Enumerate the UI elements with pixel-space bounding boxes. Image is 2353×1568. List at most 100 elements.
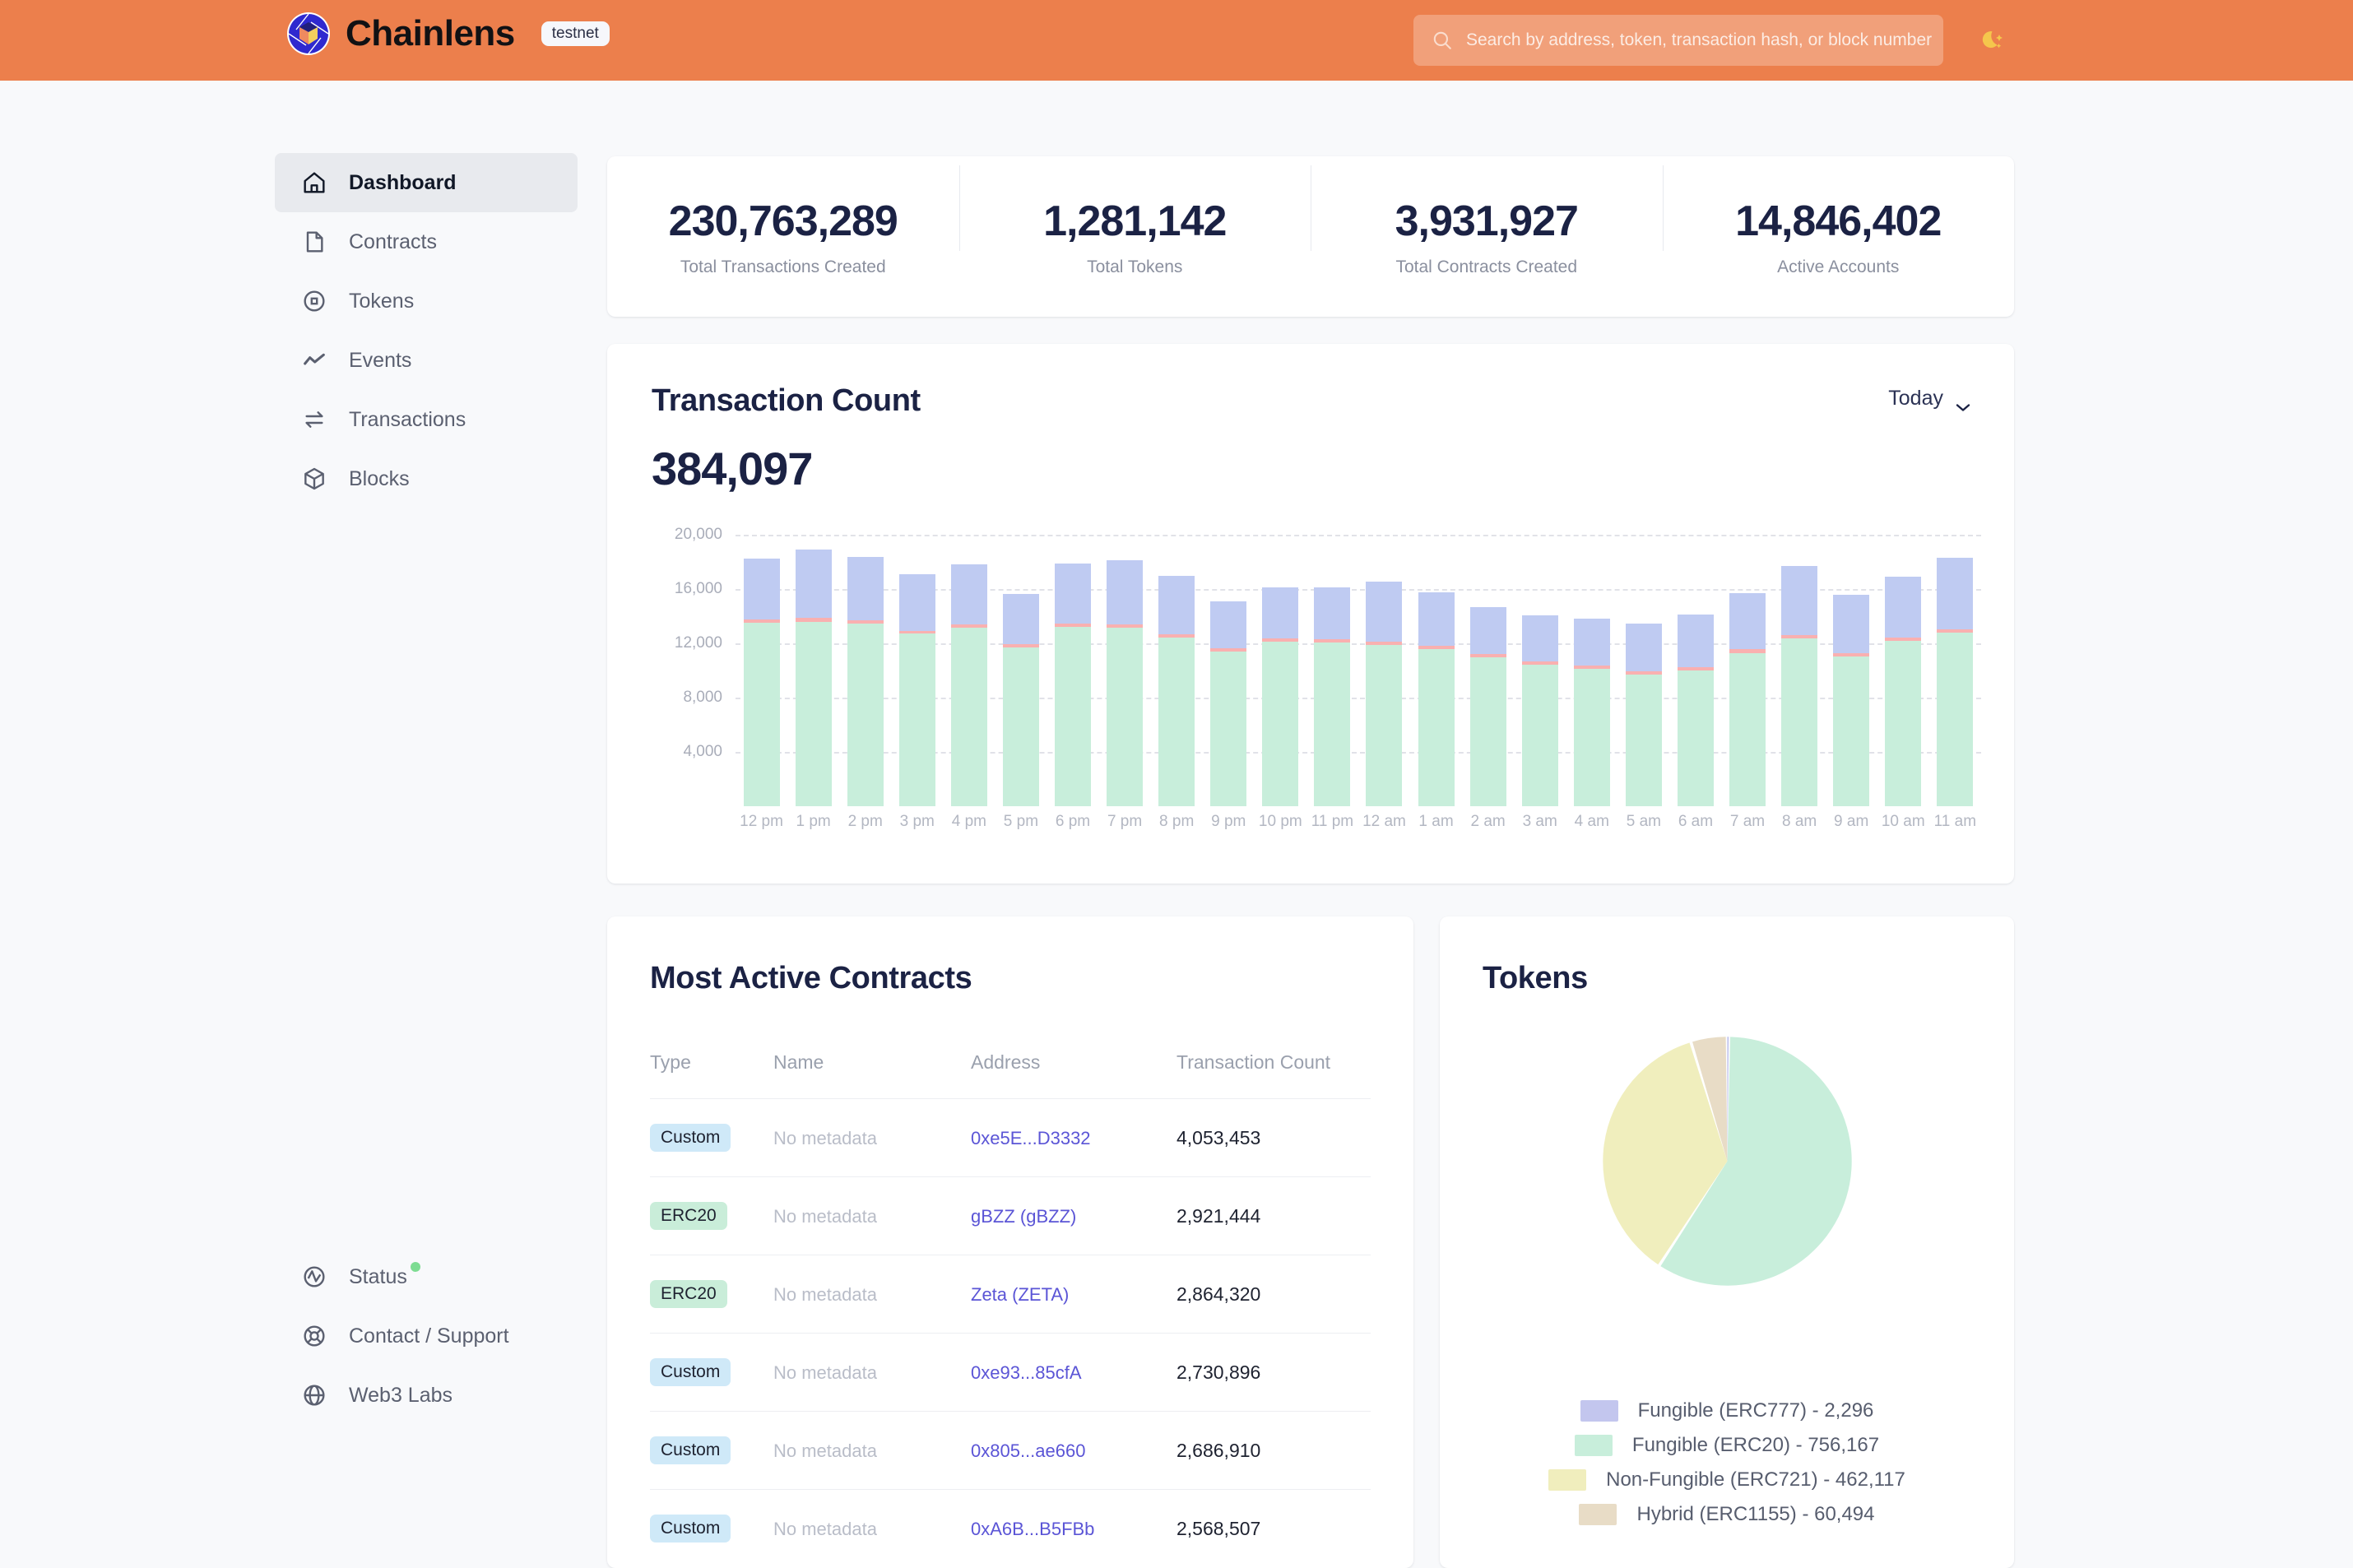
- bar-segment: [1314, 643, 1351, 806]
- pie-slice[interactable]: [1692, 1037, 1727, 1162]
- cell-transaction-count: 2,568,507: [1176, 1489, 1371, 1567]
- status-badge: Custom: [650, 1124, 731, 1152]
- sidebar-item-blocks[interactable]: Blocks: [275, 449, 578, 508]
- bar-segment: [847, 620, 884, 624]
- bar-segment: [1055, 627, 1091, 806]
- y-axis-tick: 8,000: [683, 689, 722, 706]
- pie-slice[interactable]: [1726, 1037, 1729, 1162]
- stat-label: Total Tokens: [1087, 257, 1183, 276]
- table-row[interactable]: Custom No metadata 0xA6B...B5FBb 2,568,507: [650, 1489, 1371, 1567]
- x-axis-tick: 6 am: [1678, 813, 1714, 830]
- sidebar-item-label: Web3 Labs: [349, 1383, 453, 1407]
- bar-column[interactable]: [1826, 535, 1877, 806]
- bar-segment: [1677, 667, 1714, 670]
- bar-column[interactable]: [995, 535, 1047, 806]
- bar-segment: [1366, 641, 1403, 645]
- column-header-transaction-count: Transaction Count: [1176, 1051, 1331, 1073]
- bar-column[interactable]: [839, 535, 891, 806]
- global-search[interactable]: Search by address, token, transaction ha…: [1413, 15, 1943, 66]
- bar-column[interactable]: [1929, 535, 1981, 806]
- bar-segment: [1469, 654, 1506, 658]
- bar-column[interactable]: [1566, 535, 1617, 806]
- bar-segment: [1210, 651, 1247, 806]
- table-row[interactable]: ERC20 No metadata Zeta (ZETA) 2,864,320: [650, 1255, 1371, 1334]
- bar-column[interactable]: [1877, 535, 1929, 806]
- contract-address-link[interactable]: Zeta (ZETA): [971, 1283, 1070, 1305]
- brand[interactable]: Chainlens testnet: [286, 12, 610, 56]
- sidebar-item-tokens[interactable]: Tokens: [275, 271, 578, 331]
- bar-segment: [1937, 558, 1974, 629]
- bar-segment: [1158, 638, 1195, 806]
- tokens-title: Tokens: [1483, 961, 1588, 995]
- sidebar-item-transactions[interactable]: Transactions: [275, 390, 578, 449]
- sidebar-item-status[interactable]: Status: [275, 1247, 578, 1306]
- table-row[interactable]: ERC20 No metadata gBZZ (gBZZ) 2,921,444: [650, 1176, 1371, 1255]
- table-row[interactable]: Custom No metadata 0xe5E...D3332 4,053,453: [650, 1098, 1371, 1177]
- legend-item[interactable]: Fungible (ERC20) - 756,167: [1440, 1428, 2014, 1463]
- bar-segment: [1625, 670, 1662, 675]
- y-axis-tick: 12,000: [674, 634, 722, 652]
- sidebar-item-label: Tokens: [349, 289, 415, 313]
- cell-name: No metadata: [773, 1333, 971, 1412]
- contract-address-link[interactable]: 0xe5E...D3332: [971, 1127, 1091, 1148]
- table-row[interactable]: Custom No metadata 0x805...ae660 2,686,910: [650, 1411, 1371, 1490]
- bar-column[interactable]: [736, 535, 787, 806]
- sidebar-item-contracts[interactable]: Contracts: [275, 212, 578, 271]
- legend-item[interactable]: Fungible (ERC777) - 2,296: [1440, 1394, 2014, 1428]
- bar-column[interactable]: [787, 535, 839, 806]
- bar-column[interactable]: [1721, 535, 1773, 806]
- bar-segment: [1469, 657, 1506, 806]
- pie-slice[interactable]: [1659, 1037, 1852, 1286]
- tokens-pie-chart: [1440, 1032, 2014, 1291]
- bar-column[interactable]: [1462, 535, 1514, 806]
- legend-item[interactable]: Hybrid (ERC1155) - 60,494: [1440, 1497, 2014, 1532]
- contracts-table-body: Custom No metadata 0xe5E...D3332 4,053,453 E…: [650, 1098, 1371, 1567]
- bar-column[interactable]: [1047, 535, 1098, 806]
- bar-column[interactable]: [891, 535, 943, 806]
- stat-value: 3,931,927: [1395, 197, 1579, 245]
- legend-label: Non-Fungible (ERC721) - 462,117: [1606, 1468, 1905, 1491]
- sidebar-item-events[interactable]: Events: [275, 331, 578, 390]
- bar-column[interactable]: [1514, 535, 1566, 806]
- brand-name: Chainlens: [346, 13, 515, 53]
- contract-address-link[interactable]: 0x805...ae660: [971, 1440, 1086, 1461]
- bar-column[interactable]: [1410, 535, 1462, 806]
- sidebar-item-label: Transactions: [349, 407, 466, 431]
- sidebar-item-web3-labs[interactable]: Web3 Labs: [275, 1366, 578, 1425]
- contract-address-link[interactable]: 0xA6B...B5FBb: [971, 1518, 1095, 1539]
- gridline: [736, 643, 1981, 645]
- bar-column[interactable]: [943, 535, 995, 806]
- bar-segment: [1002, 593, 1039, 644]
- bar-segment: [1262, 638, 1299, 642]
- bar-column[interactable]: [1358, 535, 1410, 806]
- globe-icon: [301, 1382, 327, 1408]
- chart-title: Transaction Count: [652, 383, 921, 418]
- bar-segment: [1158, 634, 1195, 638]
- contract-address-link[interactable]: gBZZ (gBZZ): [971, 1205, 1077, 1227]
- time-range-dropdown[interactable]: Today: [1888, 387, 1971, 411]
- bar-column[interactable]: [1669, 535, 1721, 806]
- bar-column[interactable]: [1099, 535, 1151, 806]
- bar-column[interactable]: [1255, 535, 1306, 806]
- moon-icon[interactable]: [1978, 27, 2006, 55]
- stat-label: Total Transactions Created: [680, 257, 886, 276]
- bar-column[interactable]: [1774, 535, 1826, 806]
- pie-slice[interactable]: [1602, 1042, 1727, 1265]
- legend-item[interactable]: Non-Fungible (ERC721) - 462,117: [1440, 1463, 2014, 1497]
- transaction-count-card: Transaction Count 384,097 Today 4,000 8,0…: [607, 344, 2014, 884]
- sidebar-item-dashboard[interactable]: Dashboard: [275, 153, 578, 212]
- bar-column[interactable]: [1617, 535, 1669, 806]
- bar-column[interactable]: [1151, 535, 1203, 806]
- bar-segment: [1158, 576, 1195, 635]
- bar-segment: [1002, 643, 1039, 647]
- sidebar-item-label: Events: [349, 348, 412, 372]
- sidebar-item-contact-support[interactable]: Contact / Support: [275, 1306, 578, 1366]
- contract-address-link[interactable]: 0xe93...85cfA: [971, 1362, 1082, 1383]
- x-axis-tick: 10 pm: [1258, 813, 1302, 830]
- bar-column[interactable]: [1203, 535, 1255, 806]
- bar-column[interactable]: [1306, 535, 1358, 806]
- bar-segment: [1885, 640, 1922, 806]
- x-axis-tick: 12 am: [1362, 813, 1406, 830]
- x-axis-tick: 7 am: [1729, 813, 1766, 830]
- table-row[interactable]: Custom No metadata 0xe93...85cfA 2,730,896: [650, 1333, 1371, 1412]
